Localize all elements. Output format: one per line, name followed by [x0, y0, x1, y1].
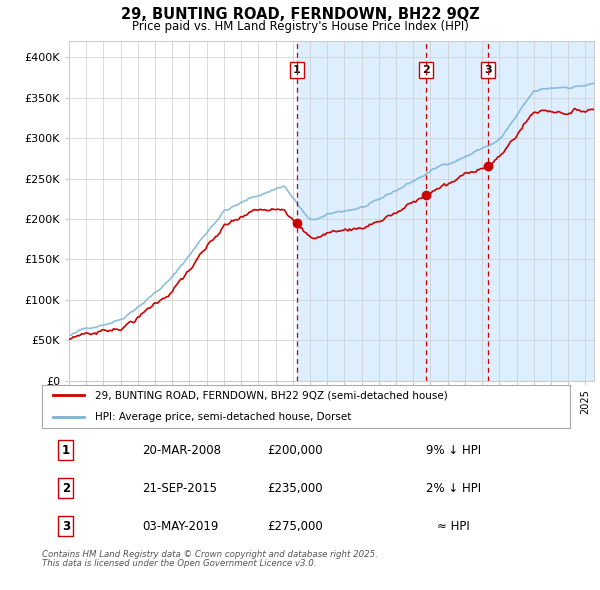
- Text: 29, BUNTING ROAD, FERNDOWN, BH22 9QZ: 29, BUNTING ROAD, FERNDOWN, BH22 9QZ: [121, 7, 479, 22]
- Text: HPI: Average price, semi-detached house, Dorset: HPI: Average price, semi-detached house,…: [95, 412, 351, 422]
- Text: Contains HM Land Registry data © Crown copyright and database right 2025.: Contains HM Land Registry data © Crown c…: [42, 550, 378, 559]
- Text: 03-MAY-2019: 03-MAY-2019: [142, 520, 218, 533]
- Text: 3: 3: [62, 520, 70, 533]
- Text: £200,000: £200,000: [268, 444, 323, 457]
- Text: £235,000: £235,000: [268, 481, 323, 495]
- Text: 3: 3: [484, 65, 491, 75]
- Text: Price paid vs. HM Land Registry's House Price Index (HPI): Price paid vs. HM Land Registry's House …: [131, 20, 469, 33]
- Text: This data is licensed under the Open Government Licence v3.0.: This data is licensed under the Open Gov…: [42, 559, 317, 568]
- Text: 29, BUNTING ROAD, FERNDOWN, BH22 9QZ (semi-detached house): 29, BUNTING ROAD, FERNDOWN, BH22 9QZ (se…: [95, 391, 448, 401]
- Text: 20-MAR-2008: 20-MAR-2008: [142, 444, 221, 457]
- Text: 1: 1: [62, 444, 70, 457]
- Bar: [296, 41, 594, 381]
- Text: £275,000: £275,000: [268, 520, 323, 533]
- Text: 2: 2: [422, 65, 430, 75]
- Text: ≈ HPI: ≈ HPI: [437, 520, 470, 533]
- Text: 2: 2: [62, 481, 70, 495]
- Text: 1: 1: [293, 65, 301, 75]
- Text: 9% ↓ HPI: 9% ↓ HPI: [426, 444, 481, 457]
- Text: 21-SEP-2015: 21-SEP-2015: [142, 481, 217, 495]
- Text: 2% ↓ HPI: 2% ↓ HPI: [426, 481, 481, 495]
